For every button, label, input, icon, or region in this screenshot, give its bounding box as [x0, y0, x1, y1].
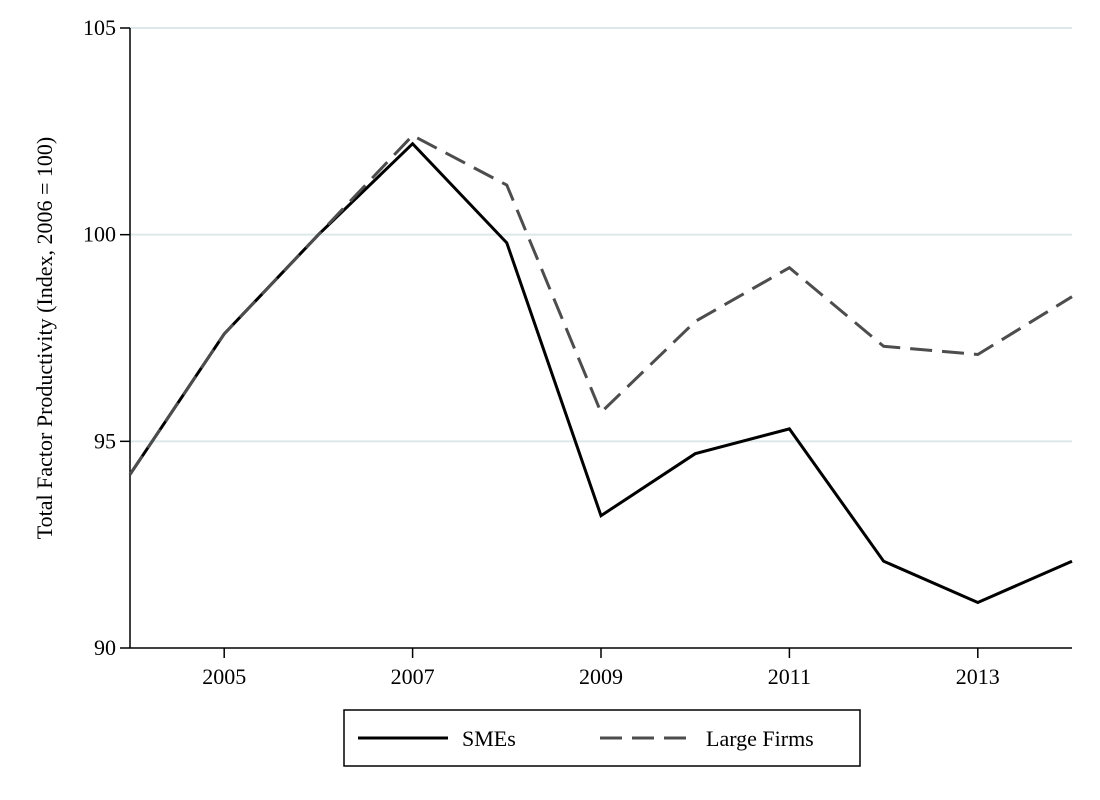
x-tick-label-2005: 2005: [202, 664, 246, 689]
series-group: [128, 133, 1073, 605]
y-tick-label-90: 90: [94, 635, 116, 660]
axes: [129, 28, 1072, 649]
y-tick-label-100: 100: [83, 222, 116, 247]
x-tick-label-2013: 2013: [956, 664, 1000, 689]
y-tick-label-95: 95: [94, 428, 116, 453]
x-tick-label-2011: 2011: [768, 664, 811, 689]
legend-label-large-firms: Large Firms: [706, 726, 814, 751]
legend: SMEs Large Firms: [343, 709, 861, 767]
series-line-large-firms: [128, 133, 1073, 476]
x-tick-label-2009: 2009: [579, 664, 623, 689]
legend-label-smes: SMEs: [462, 726, 516, 751]
ticks: 90 95 100 105 2005 2007 2009 2011 2013: [83, 15, 1000, 689]
gridlines: [130, 27, 1072, 443]
series-line-smes: [128, 141, 1073, 605]
x-tick-label-2007: 2007: [391, 664, 435, 689]
y-tick-label-105: 105: [83, 15, 116, 40]
y-axis-title: Total Factor Productivity (Index, 2006 =…: [32, 137, 57, 540]
